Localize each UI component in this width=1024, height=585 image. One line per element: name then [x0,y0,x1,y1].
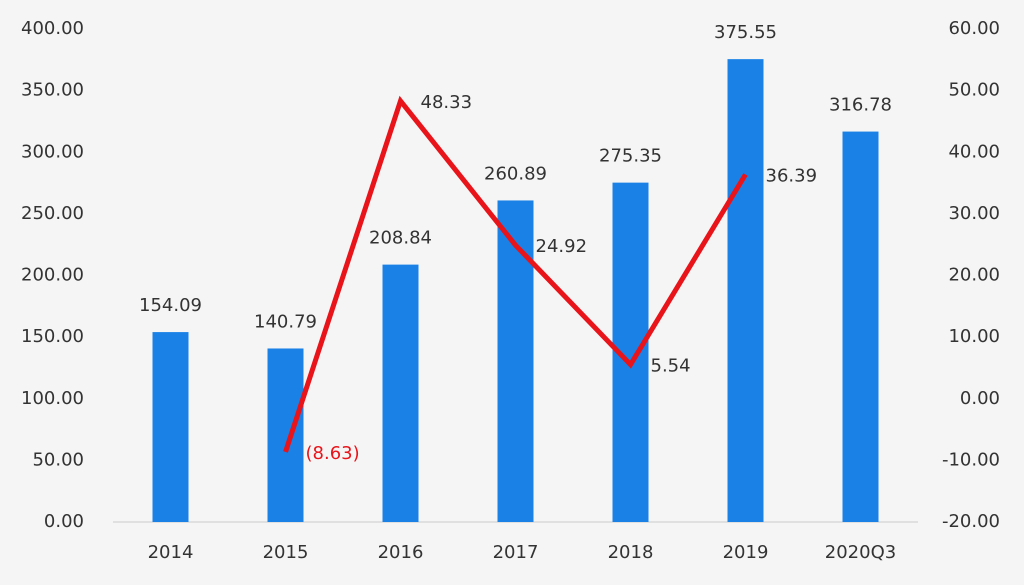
line-value-label: 48.33 [421,92,473,113]
y2-tick-label: 20.00 [948,265,1000,286]
y-tick-label: 300.00 [21,141,84,162]
y-tick-label: 200.00 [21,265,84,286]
x-tick-label: 2018 [608,542,654,563]
x-tick-label: 2016 [378,542,424,563]
bar-value-label: 154.09 [139,295,202,316]
bar [842,131,879,522]
y-tick-label: 400.00 [21,18,84,39]
bar-value-label: 260.89 [484,163,547,184]
x-tick-label: 2017 [493,542,539,563]
bar-value-label: 316.78 [829,95,892,116]
bar [727,59,764,523]
bar-value-label: 208.84 [369,228,432,249]
y2-tick-label: 0.00 [960,388,1000,409]
y2-tick-label: 10.00 [948,326,1000,347]
x-tick-label: 2014 [148,542,194,563]
line-value-label: (8.63) [306,443,360,464]
y-tick-label: 0.00 [44,511,84,532]
y-tick-label: 50.00 [32,449,84,470]
bar-value-label: 275.35 [599,146,662,167]
line-value-label: 36.39 [766,165,818,186]
bar [382,264,419,522]
y2-tick-label: -20.00 [942,511,1000,532]
y2-tick-label: 30.00 [948,203,1000,224]
y-tick-label: 250.00 [21,203,84,224]
line [283,95,748,453]
bar-value-label: 375.55 [714,22,777,43]
y2-tick-label: 60.00 [948,18,1000,39]
bar [267,348,304,522]
x-tick-label: 2015 [263,542,309,563]
y-tick-label: 100.00 [21,388,84,409]
bar-value-label: 140.79 [254,311,317,332]
x-tick-label: 2020Q3 [825,542,896,563]
y2-tick-label: 50.00 [948,80,1000,101]
line-value-label: 5.54 [651,356,691,377]
x-tick-label: 2019 [723,542,769,563]
y2-tick-label: -10.00 [942,449,1000,470]
y-tick-label: 150.00 [21,326,84,347]
y-tick-label: 350.00 [21,80,84,101]
y2-tick-label: 40.00 [948,141,1000,162]
line-value-label: 24.92 [536,236,588,257]
bar [152,332,189,522]
